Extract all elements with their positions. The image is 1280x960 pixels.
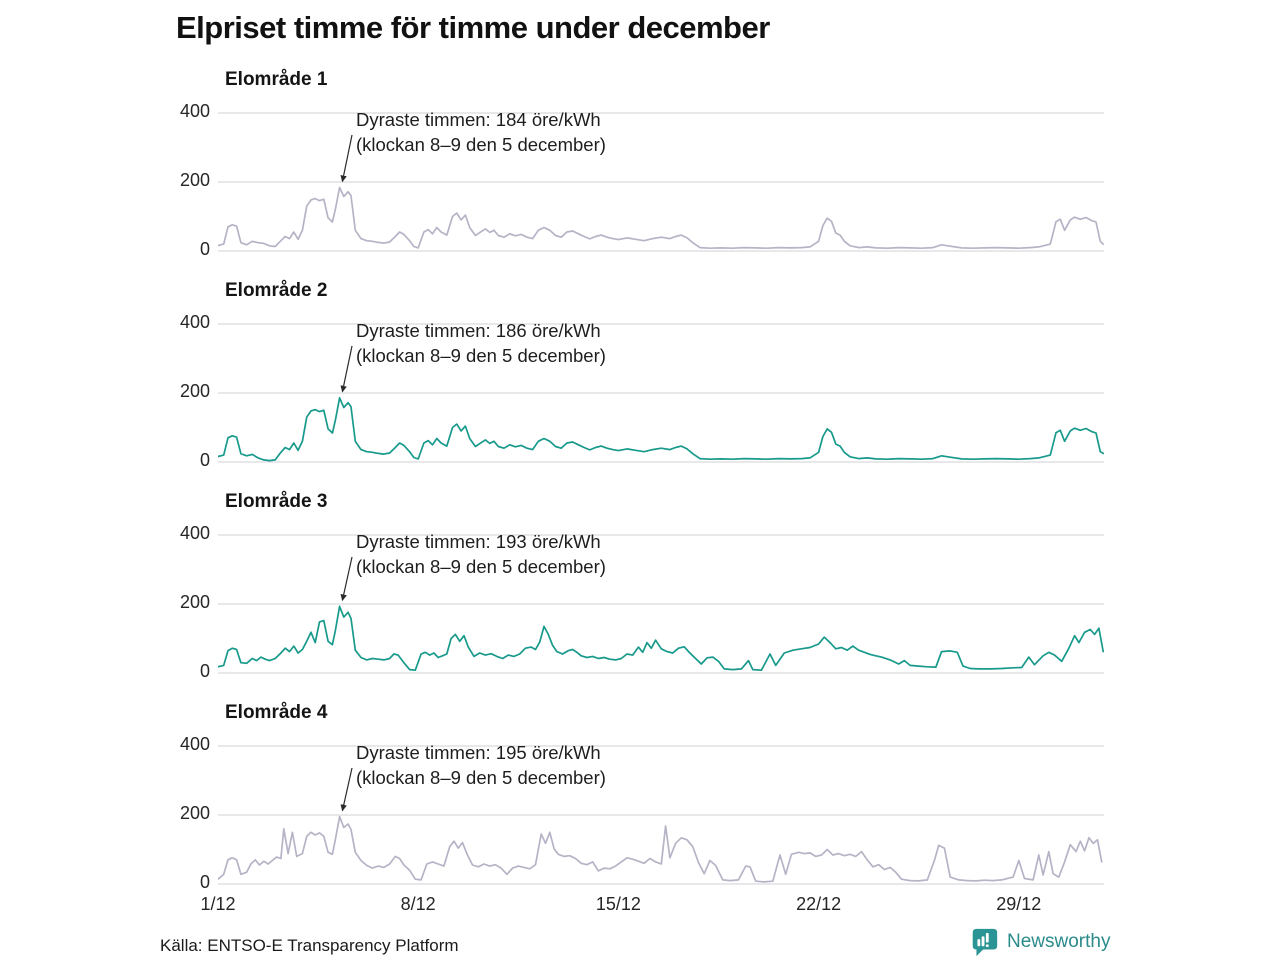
y-tick-label: 400 <box>179 734 210 754</box>
x-tick-label: 29/12 <box>996 894 1042 914</box>
y-tick-label: 400 <box>179 101 210 121</box>
peak-annotation-line1: Dyraste timmen: 184 öre/kWh <box>356 109 601 130</box>
annotation-arrow <box>340 556 353 602</box>
y-tick-label: 0 <box>199 239 210 259</box>
subplot-title: Elområde 4 <box>225 702 328 723</box>
y-tick-label: 200 <box>179 381 210 401</box>
y-tick-label: 0 <box>199 661 210 681</box>
subplot-title: Elområde 2 <box>225 280 328 301</box>
newsworthy-brand-name: Newsworthy <box>1007 931 1111 952</box>
peak-annotation-line2: (klockan 8–9 den 5 december) <box>356 767 606 788</box>
x-tick-label: 15/12 <box>595 894 641 914</box>
price-line-chart <box>218 323 1104 463</box>
peak-annotation: Dyraste timmen: 193 öre/kWh (klockan 8–9 … <box>356 529 606 579</box>
newsworthy-brand: Newsworthy <box>968 926 1110 958</box>
peak-annotation: Dyraste timmen: 186 öre/kWh (klockan 8–9 … <box>356 318 606 368</box>
peak-annotation-line2: (klockan 8–9 den 5 december) <box>356 134 606 155</box>
source-note: Källa: ENTSO-E Transparency Platform <box>160 936 459 955</box>
y-tick-label: 0 <box>199 450 210 470</box>
x-tick-label: 1/12 <box>200 894 236 914</box>
y-tick-label: 200 <box>179 592 210 612</box>
annotation-arrow <box>340 134 353 183</box>
peak-annotation-line1: Dyraste timmen: 193 öre/kWh <box>356 531 601 552</box>
y-tick-label: 400 <box>179 523 210 543</box>
subplot-title: Elområde 1 <box>225 69 328 90</box>
price-line <box>218 186 1104 250</box>
y-tick-label: 0 <box>199 872 210 892</box>
x-tick-label: 22/12 <box>796 894 842 914</box>
price-line <box>218 396 1104 462</box>
price-line <box>218 815 1103 883</box>
annotation-arrow <box>340 767 353 812</box>
newsworthy-logo-icon <box>972 928 998 957</box>
peak-annotation: Dyraste timmen: 184 öre/kWh (klockan 8–9 … <box>356 107 606 157</box>
page-title: Elpriset timme för timme under december <box>176 10 770 45</box>
peak-annotation: Dyraste timmen: 195 öre/kWh (klockan 8–9 … <box>356 740 606 790</box>
subplot-title: Elområde 3 <box>225 491 328 512</box>
price-line-chart <box>218 745 1104 885</box>
peak-annotation-line2: (klockan 8–9 den 5 december) <box>356 345 606 366</box>
x-tick-label: 8/12 <box>400 894 436 914</box>
annotation-arrow <box>340 345 353 393</box>
price-line <box>218 605 1104 672</box>
peak-annotation-line1: Dyraste timmen: 195 öre/kWh <box>356 742 601 763</box>
y-tick-label: 200 <box>179 803 210 823</box>
price-line-chart <box>218 534 1104 674</box>
peak-annotation-line2: (klockan 8–9 den 5 december) <box>356 556 606 577</box>
peak-annotation-line1: Dyraste timmen: 186 öre/kWh <box>356 320 601 341</box>
y-tick-label: 400 <box>179 312 210 332</box>
y-tick-label: 200 <box>179 170 210 190</box>
price-line-chart <box>218 112 1104 252</box>
